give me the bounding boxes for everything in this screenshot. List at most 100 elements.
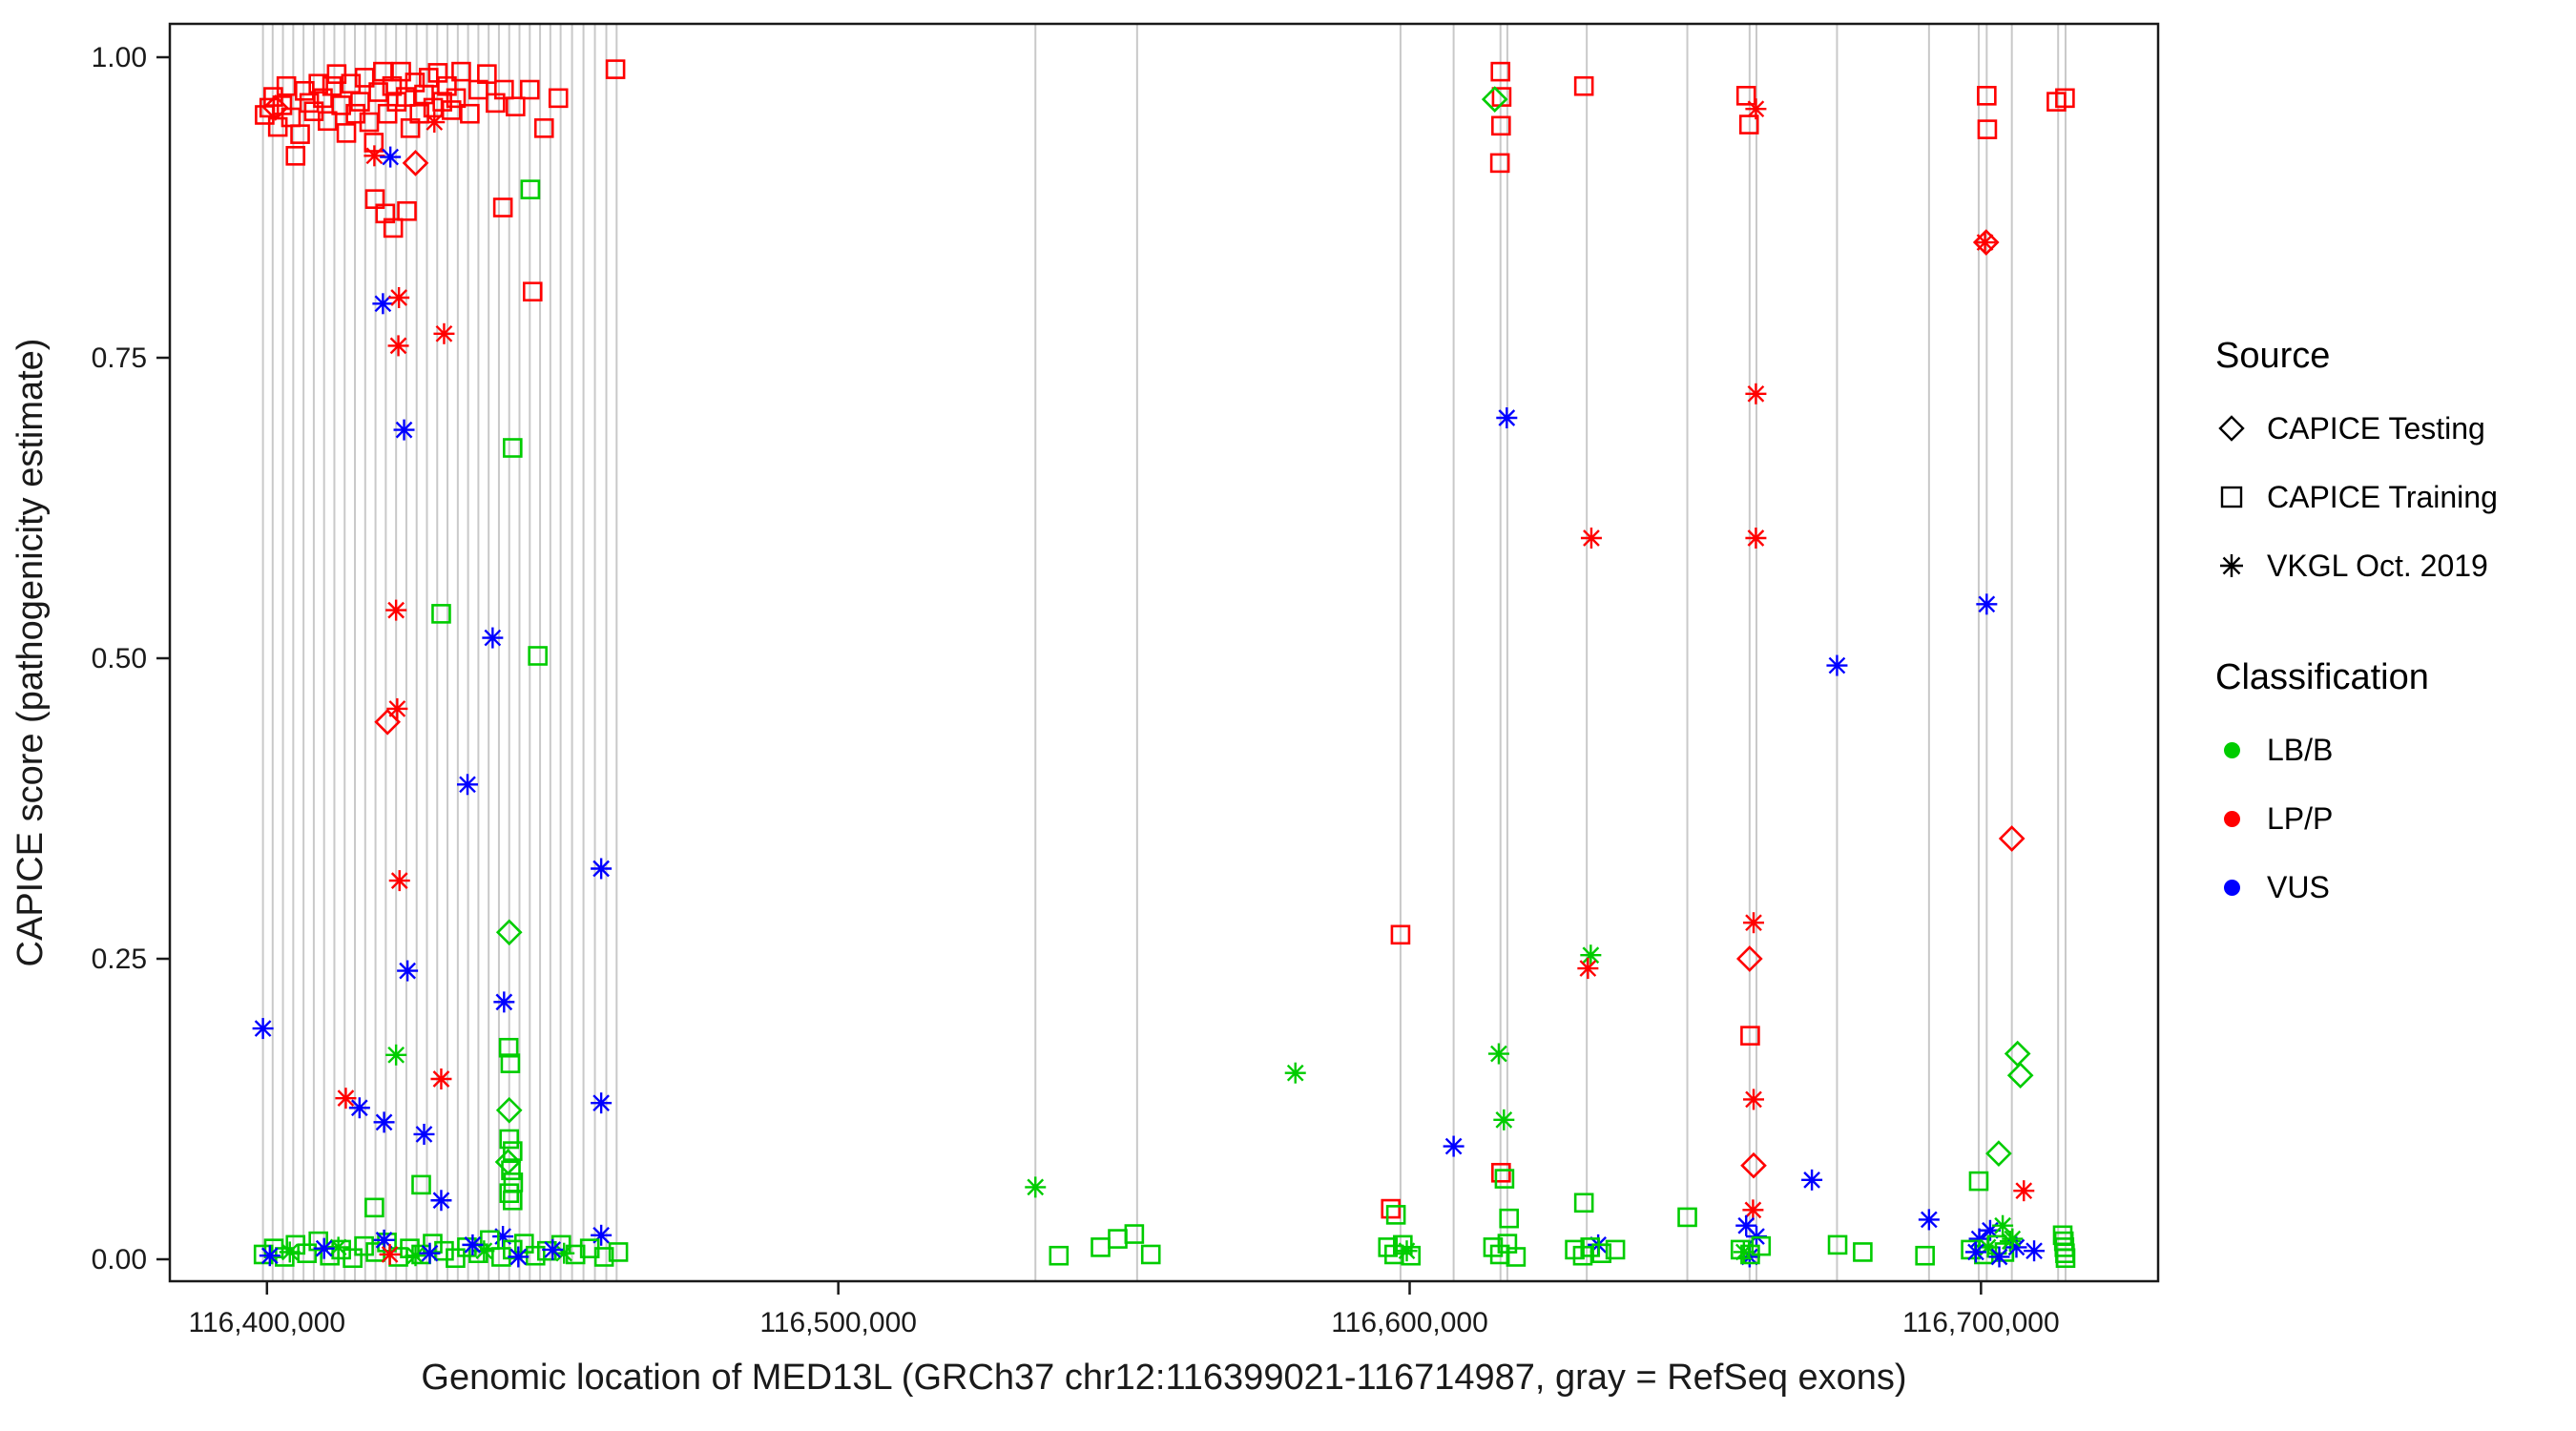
data-point-asterisk xyxy=(1487,1043,1509,1065)
y-tick-label: 0.25 xyxy=(92,944,147,975)
y-tick-label: 0.50 xyxy=(92,643,147,674)
data-point-square xyxy=(1506,1247,1527,1267)
data-point-square xyxy=(1390,924,1411,945)
data-point-square xyxy=(451,61,471,82)
data-point-square xyxy=(308,1231,329,1252)
data-point-asterisk xyxy=(1745,528,1767,549)
data-point-square xyxy=(259,97,280,118)
data-point-asterisk xyxy=(1580,944,1602,966)
data-point-square xyxy=(1591,1243,1612,1263)
data-point-square xyxy=(1385,1205,1406,1225)
data-point-asterisk xyxy=(2002,1228,2024,1250)
asterisk-icon xyxy=(2220,554,2243,577)
x-tick-label: 116,500,000 xyxy=(759,1307,917,1338)
data-point-square xyxy=(1573,75,1594,96)
data-point-asterisk xyxy=(1988,1246,2010,1268)
data-point-square xyxy=(1827,1234,1848,1255)
legend-item-label: VUS xyxy=(2267,869,2330,904)
data-point-asterisk xyxy=(2024,1240,2046,1262)
x-axis-title: Genomic location of MED13L (GRCh37 chr12… xyxy=(421,1358,1906,1398)
data-point-square xyxy=(491,1247,511,1267)
legend-item-label: LP/P xyxy=(2267,800,2334,836)
legend-classification-title: Classification xyxy=(2215,657,2429,697)
data-point-square xyxy=(1491,115,1511,136)
data-point-asterisk xyxy=(1992,1214,2014,1236)
data-point-square xyxy=(522,281,543,302)
data-point-square xyxy=(536,1240,557,1261)
data-point-asterisk xyxy=(591,858,613,880)
data-point-square xyxy=(494,79,514,100)
data-point-square xyxy=(354,1235,374,1256)
data-point-square xyxy=(400,1238,420,1258)
data-point-square xyxy=(1124,1224,1145,1244)
data-point-square xyxy=(499,1129,520,1150)
data-point-square xyxy=(520,179,541,199)
data-point-asterisk xyxy=(1493,1109,1515,1130)
data-point-square xyxy=(460,103,480,124)
data-point-diamond xyxy=(1972,229,2000,256)
diamond-icon xyxy=(2218,415,2245,442)
data-point-asterisk xyxy=(373,1111,395,1133)
data-point-square xyxy=(1580,1237,1601,1257)
data-point-asterisk xyxy=(1976,593,1998,615)
data-point-asterisk xyxy=(393,419,415,441)
data-point-asterisk xyxy=(380,146,402,168)
data-point-square xyxy=(1977,86,1997,106)
data-point-diamond xyxy=(1985,1140,2012,1167)
data-point-square xyxy=(290,124,310,144)
data-point-square xyxy=(343,1248,363,1269)
data-point-square xyxy=(503,1239,523,1260)
data-point-asterisk xyxy=(419,1242,441,1264)
data-point-square xyxy=(501,1160,521,1181)
data-point-square xyxy=(1915,1245,1935,1266)
data-point-square xyxy=(506,96,526,116)
data-point-asterisk xyxy=(413,1123,435,1145)
data-point-square xyxy=(1677,1207,1697,1228)
data-point-square xyxy=(1740,1026,1760,1046)
data-point-square xyxy=(480,1230,500,1251)
data-point-square xyxy=(1490,61,1511,82)
data-point-diamond xyxy=(2004,1040,2031,1068)
data-point-square xyxy=(503,438,523,458)
data-point-square xyxy=(1140,1244,1161,1265)
data-point-asterisk xyxy=(397,960,419,982)
data-point-diamond xyxy=(2006,1062,2034,1089)
data-point-asterisk xyxy=(1801,1169,1823,1191)
data-point-diamond xyxy=(1998,825,2025,852)
data-point-asterisk xyxy=(385,1044,407,1066)
data-point-square xyxy=(397,200,417,221)
data-point-square xyxy=(1573,1192,1594,1213)
data-point-square xyxy=(336,123,357,143)
data-point-asterisk xyxy=(1443,1135,1465,1157)
data-point-square xyxy=(446,88,467,109)
y-tick-label: 0.00 xyxy=(92,1244,147,1275)
data-point-asterisk xyxy=(591,1092,613,1114)
data-point-square xyxy=(492,197,513,218)
data-point-asterisk xyxy=(1964,1241,1986,1263)
data-point-asterisk xyxy=(327,1236,349,1258)
data-point-square xyxy=(1968,1171,1989,1192)
data-point-square xyxy=(409,103,429,124)
data-point-asterisk xyxy=(1743,912,1765,934)
red-dot-icon xyxy=(2224,810,2240,827)
data-point-square xyxy=(1977,119,1998,139)
data-point-square xyxy=(2055,88,2075,109)
data-point-asterisk xyxy=(424,112,446,134)
legend-item-vkgl: VKGL Oct. 2019 xyxy=(2215,531,2568,600)
data-point-square xyxy=(285,146,306,166)
data-point-asterisk xyxy=(1580,528,1602,549)
data-point-square xyxy=(431,604,451,624)
data-point-square xyxy=(498,1037,519,1058)
data-point-diamond xyxy=(1740,1151,1767,1179)
data-point-square xyxy=(503,1190,523,1211)
data-point-asterisk xyxy=(1974,232,1996,254)
data-point-asterisk xyxy=(388,870,410,892)
legend-source-title: Source xyxy=(2215,336,2331,376)
data-point-asterisk xyxy=(1496,407,1518,428)
data-point-asterisk xyxy=(430,1190,452,1212)
y-tick-label: 1.00 xyxy=(92,42,147,73)
data-point-square xyxy=(317,111,338,132)
data-point-square xyxy=(533,118,554,138)
